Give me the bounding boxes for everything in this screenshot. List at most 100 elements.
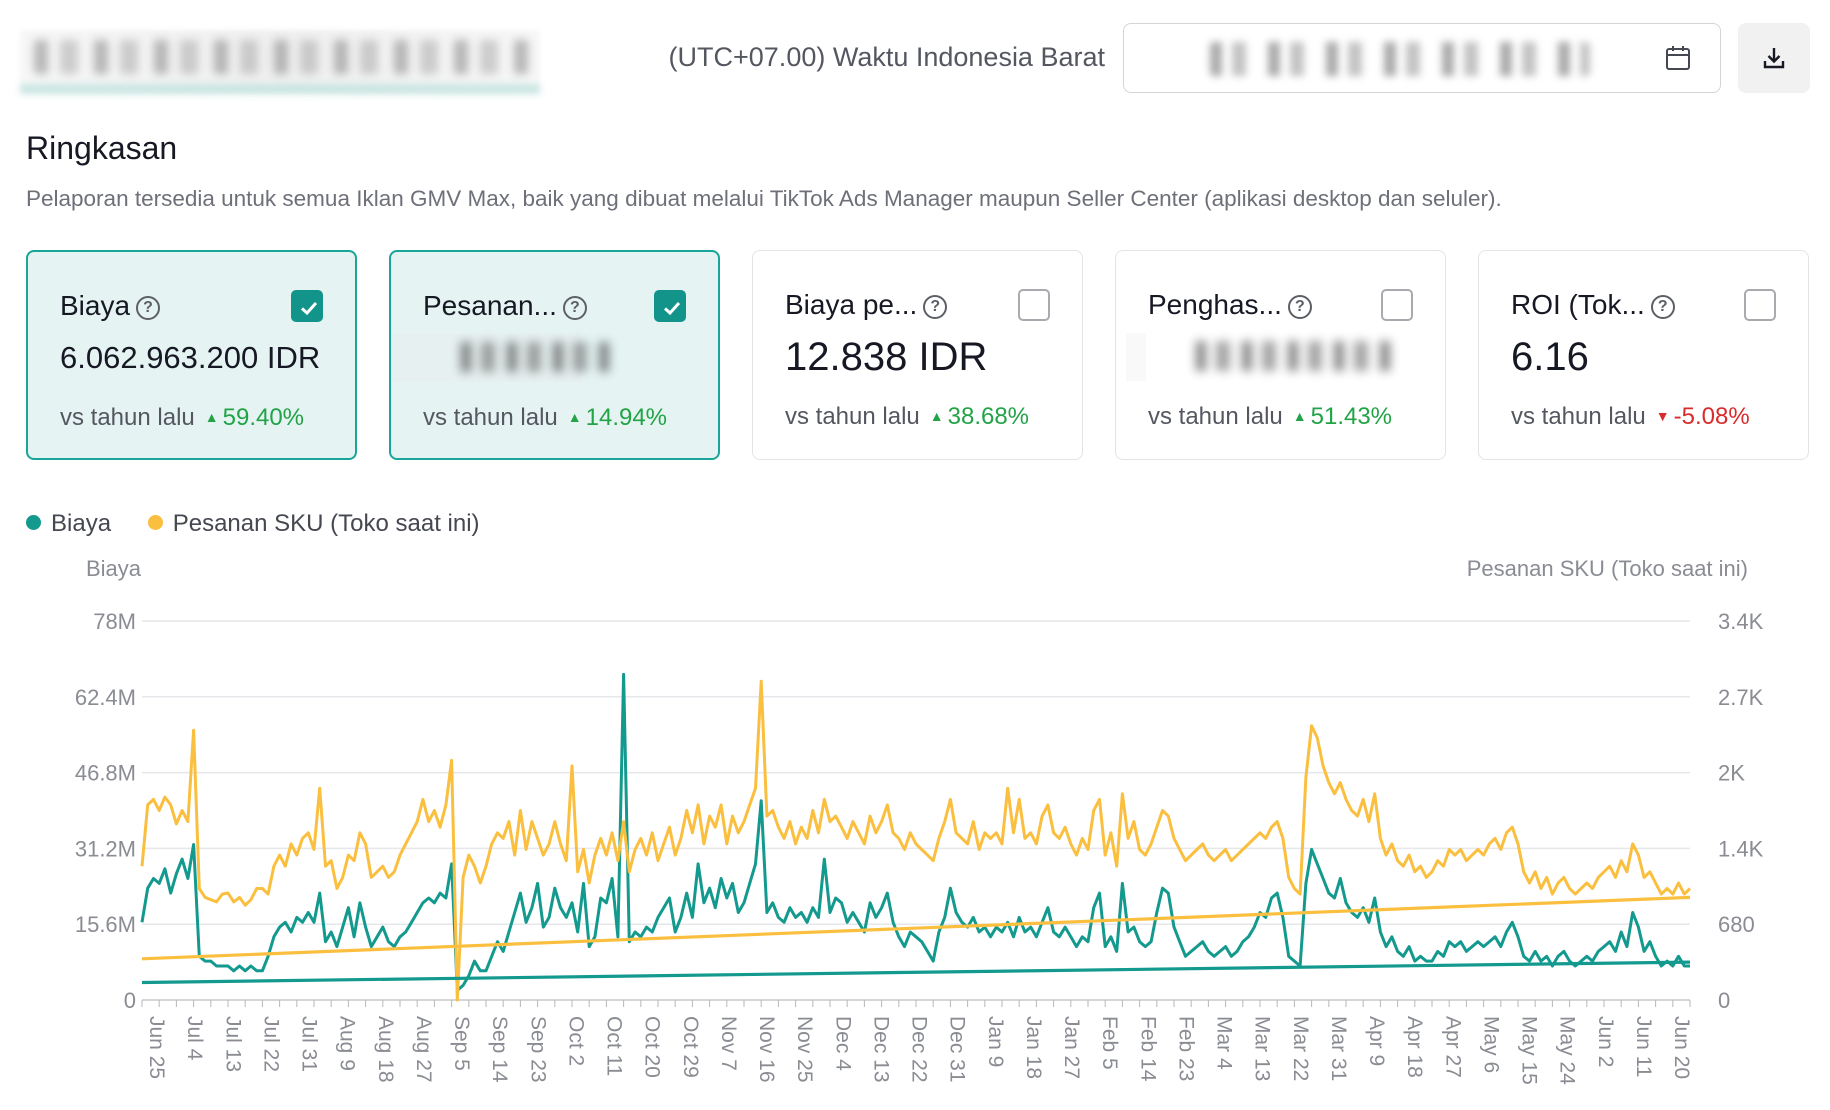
x-tick-label: Oct 2	[564, 1016, 587, 1066]
legend-dot	[147, 515, 163, 530]
x-tick-label: Feb 5	[1098, 1016, 1121, 1070]
x-tick-label: Dec 22	[908, 1016, 931, 1083]
legend-item-pesanan[interactable]: Pesanan SKU (Toko saat ini)	[147, 510, 480, 538]
delta-value: -5.08%	[1673, 403, 1750, 430]
left-tick-label: 31.2M	[75, 836, 136, 861]
delta-value: 51.43%	[1310, 403, 1393, 430]
series-line-pesanan	[140, 679, 1692, 1002]
x-tick-label: Mar 22	[1289, 1016, 1312, 1081]
x-tick-label: Mar 31	[1327, 1016, 1350, 1081]
x-tick-label: Oct 11	[603, 1016, 626, 1076]
calendar-icon[interactable]	[1664, 44, 1692, 72]
download-button[interactable]	[1738, 23, 1810, 93]
metric-checkbox[interactable]	[1744, 289, 1776, 321]
question-circle-icon[interactable]: ?	[1650, 295, 1675, 319]
right-tick-label: 680	[1718, 912, 1755, 937]
x-tick-label: Jun 25	[145, 1016, 168, 1079]
date-range-picker[interactable]	[1123, 23, 1721, 93]
metric-value: 6.062.963.200 IDR	[60, 340, 321, 375]
delta-value: 59.40%	[222, 404, 305, 431]
left-axis-title: Biaya	[86, 556, 142, 581]
comparison-label: vs tahun lalu	[1511, 403, 1646, 430]
series-line-biaya	[140, 672, 1690, 992]
metric-card-pesanan[interactable]: Pesanan...? vs tahun lalu ▲ 14.94%	[389, 250, 720, 460]
left-tick-label: 78M	[93, 609, 136, 634]
metric-checkbox[interactable]	[1018, 289, 1050, 321]
delta-value: 14.94%	[585, 404, 668, 431]
metric-name: Penghas...	[1148, 289, 1282, 320]
legend-dot	[26, 515, 41, 530]
x-tick-label: Aug 18	[374, 1016, 397, 1083]
metric-card-penghasilan[interactable]: Penghas...? vs tahun lalu ▲ 51.43%	[1115, 250, 1446, 460]
question-circle-icon[interactable]: ?	[136, 296, 161, 320]
legend-item-biaya[interactable]: Biaya	[26, 510, 111, 538]
comparison-label: vs tahun lalu	[1148, 403, 1283, 430]
x-tick-label: Jun 11	[1632, 1016, 1655, 1078]
metric-card-biaya[interactable]: Biaya? 6.062.963.200 IDR vs tahun lalu ▲ 5…	[26, 250, 357, 460]
trend-line-pesanan	[141, 895, 1691, 961]
x-tick-label: Apr 27	[1441, 1016, 1464, 1078]
left-tick-label: 62.4M	[75, 685, 136, 710]
x-tick-label: Apr 9	[1365, 1016, 1388, 1066]
question-circle-icon[interactable]: ?	[1287, 295, 1312, 319]
check-icon	[663, 301, 681, 316]
x-tick-label: Feb 23	[1174, 1016, 1197, 1081]
x-tick-label: Aug 27	[412, 1016, 435, 1083]
metric-name: Pesanan...	[423, 290, 557, 321]
metric-checkbox[interactable]	[1381, 289, 1413, 321]
arrow-up-icon: ▲	[204, 409, 219, 425]
x-tick-label: May 6	[1479, 1016, 1502, 1073]
x-tick-label: Jan 27	[1060, 1016, 1083, 1079]
arrow-up-icon: ▲	[1292, 408, 1307, 424]
x-tick-label: Jan 9	[984, 1016, 1007, 1067]
x-tick-label: Aug 9	[336, 1016, 359, 1071]
metric-card-biaya-per-pesanan[interactable]: Biaya pe...? 12.838 IDR vs tahun lalu ▲ 38…	[752, 250, 1083, 460]
x-tick-label: Jul 31	[298, 1016, 321, 1072]
question-circle-icon[interactable]: ?	[562, 296, 587, 320]
x-tick-label: Feb 14	[1136, 1016, 1159, 1082]
x-tick-label: Dec 4	[831, 1016, 854, 1071]
left-tick-label: 15.6M	[75, 912, 136, 937]
metric-name: Biaya pe...	[785, 289, 918, 320]
download-icon	[1763, 48, 1785, 69]
x-tick-label: Jul 13	[221, 1016, 244, 1072]
x-tick-label: Mar 4	[1213, 1016, 1236, 1070]
metric-value: 6.16	[1511, 335, 1589, 379]
right-tick-label: 1.4K	[1718, 836, 1764, 861]
x-tick-label: Jul 22	[259, 1016, 282, 1072]
x-tick-label: Apr 18	[1403, 1016, 1426, 1078]
comparison-label: vs tahun lalu	[423, 404, 558, 431]
line-chart[interactable]: Biaya Pesanan SKU (Toko saat ini) 0 0 15.6M 6…	[0, 548, 1830, 1110]
redacted-account-name	[20, 30, 540, 94]
comparison-label: vs tahun lalu	[785, 403, 920, 430]
redacted-date-range	[1210, 42, 1590, 76]
arrow-up-icon: ▲	[567, 409, 582, 425]
redacted-text	[34, 40, 534, 74]
comparison-label: vs tahun lalu	[60, 404, 195, 431]
timezone-label: (UTC+07.00) Waktu Indonesia Barat	[668, 42, 1105, 72]
x-tick-label: Jun 20	[1670, 1016, 1693, 1079]
x-tick-label: Dec 13	[869, 1016, 892, 1083]
redacted-underline	[20, 84, 540, 94]
x-tick-label: Nov 7	[717, 1016, 740, 1071]
left-tick-label: 46.8M	[75, 761, 136, 786]
x-tick-label: May 15	[1518, 1016, 1541, 1085]
metric-name: ROI (Tok...	[1511, 289, 1645, 320]
chart-legend: Biaya Pesanan SKU (Toko saat ini)	[26, 510, 510, 538]
metric-card-roi[interactable]: ROI (Tok...? 6.16 vs tahun lalu ▼ -5.08%	[1478, 250, 1809, 460]
x-tick-label: Nov 16	[755, 1016, 778, 1083]
x-tick-label: Dec 31	[946, 1016, 969, 1083]
x-tick-label: Oct 29	[679, 1016, 702, 1078]
metric-checkbox[interactable]	[654, 290, 686, 322]
metric-checkbox[interactable]	[291, 290, 323, 322]
question-circle-icon[interactable]: ?	[923, 295, 948, 319]
left-tick-label: 0	[124, 988, 136, 1013]
x-tick-label: May 24	[1556, 1016, 1579, 1085]
right-tick-label: 2.7K	[1718, 685, 1764, 710]
right-tick-label: 0	[1718, 988, 1730, 1013]
right-tick-label: 3.4K	[1718, 609, 1764, 634]
redacted-metric-value	[1126, 333, 1416, 383]
check-icon	[300, 301, 318, 316]
x-tick-label: Oct 20	[641, 1016, 664, 1078]
right-axis-title: Pesanan SKU (Toko saat ini)	[1467, 556, 1748, 581]
